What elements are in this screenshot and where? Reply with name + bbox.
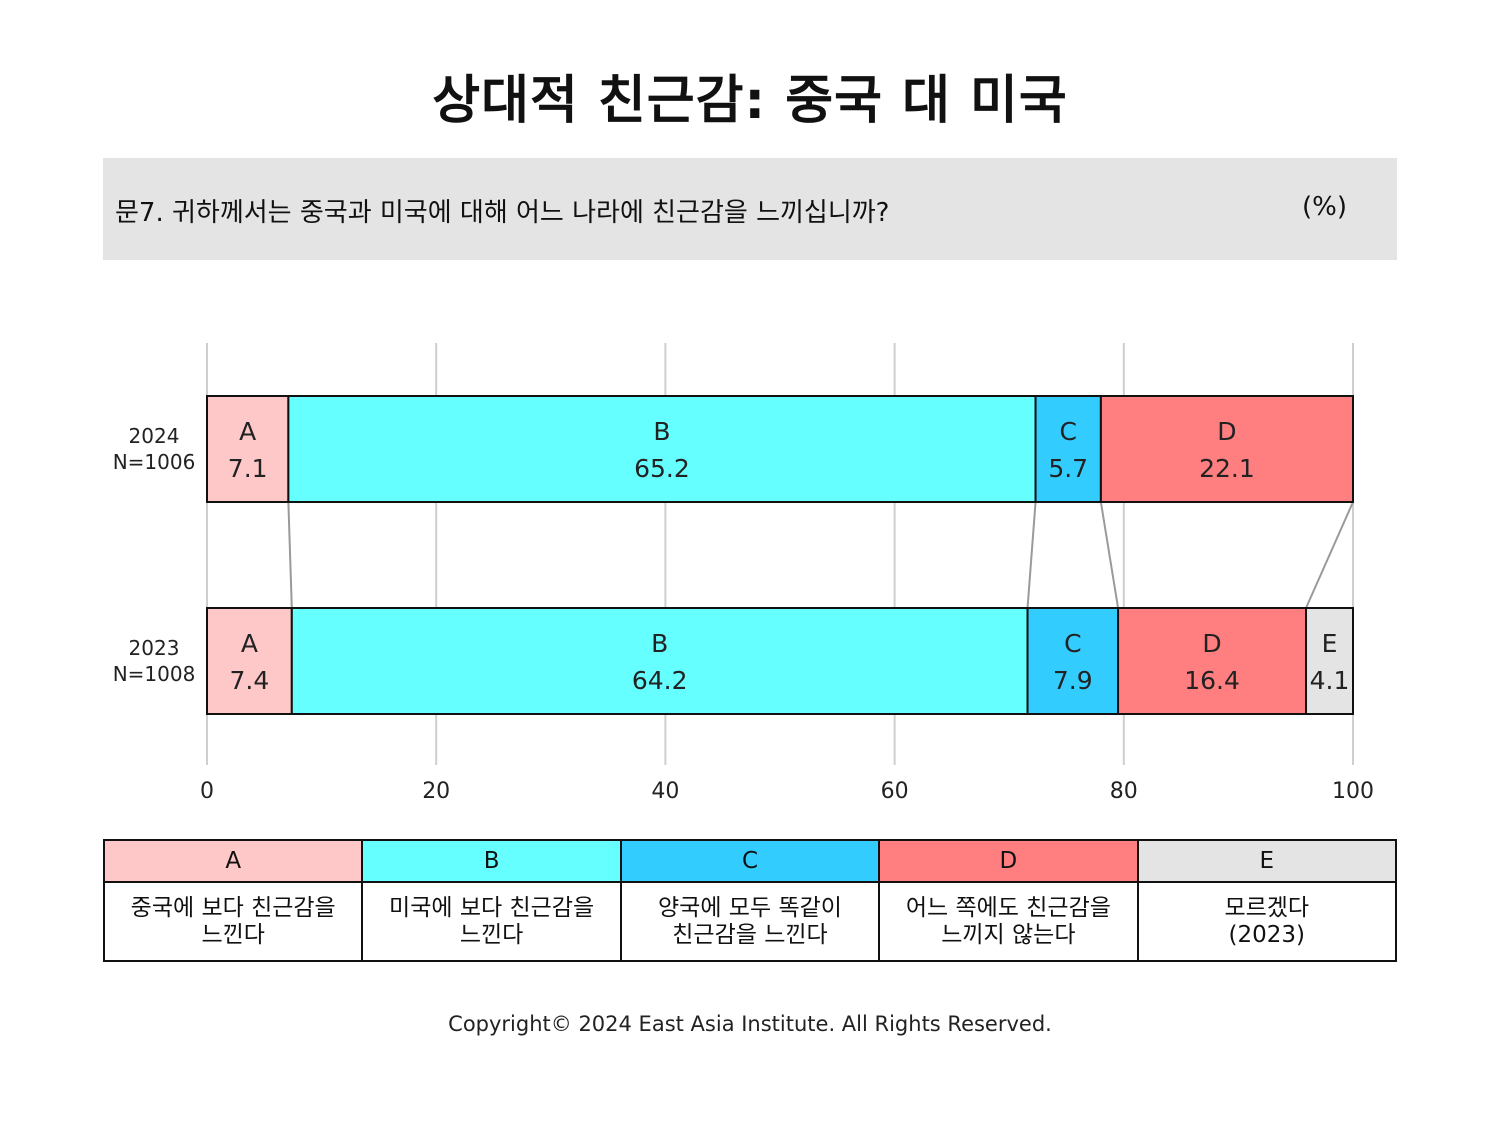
segment-key-label: D <box>1217 417 1236 446</box>
x-tick-label: 80 <box>1110 779 1138 804</box>
bar-segment-c <box>1026 607 1120 715</box>
data-label: 4.1 <box>1310 666 1350 695</box>
data-label: 5.7 <box>1048 454 1088 483</box>
page-title: 상대적 친근감: 중국 대 미국 <box>432 71 1068 131</box>
segment-key-label: C <box>1059 417 1076 446</box>
legend-key-c: C <box>619 839 881 883</box>
question-box: 문7. 귀하께서는 중국과 미국에 대해 어느 나라에 친근감을 느끼십니까? … <box>103 158 1397 260</box>
x-tick-label: 20 <box>422 779 450 804</box>
bar-segment-a <box>206 395 290 503</box>
row-year-label: 2024 <box>129 424 180 448</box>
bar-segment-d <box>1099 395 1354 503</box>
x-tick-label: 60 <box>881 779 909 804</box>
bar-segment-c <box>1034 395 1102 503</box>
unit-label: (%) <box>1302 192 1347 222</box>
data-label: 22.1 <box>1199 454 1255 483</box>
segment-key-label: A <box>239 417 256 446</box>
legend-desc-b: 미국에 보다 친근감을 느낀다 <box>361 881 622 962</box>
data-label: 7.1 <box>228 454 268 483</box>
bar-segment-d <box>1117 607 1308 715</box>
legend-key-d: D <box>878 839 1139 883</box>
bar-segment-a <box>206 607 293 715</box>
row-n-label: N=1008 <box>113 662 196 686</box>
segment-key-label: B <box>653 417 670 446</box>
row-n-label: N=1006 <box>113 450 196 474</box>
bar-segment-b <box>290 607 1029 715</box>
connector-line <box>1026 501 1037 609</box>
segment-key-label: A <box>241 629 258 658</box>
legend-table: A B C D E 중국에 보다 친근감을 느낀다 미국에 보다 친근감을 느낀다 … <box>102 839 1398 962</box>
data-label: 16.4 <box>1184 666 1240 695</box>
legend-desc-c: 양국에 모두 똑같이 친근감을 느낀다 <box>619 881 881 962</box>
segment-key-label: C <box>1064 629 1081 658</box>
legend-key-e: E <box>1136 839 1398 883</box>
x-tick-label: 40 <box>651 779 679 804</box>
connector-line <box>1305 501 1354 609</box>
stacked-bar-chart: 0 20 40 60 80 100 A 7.1 B 65.2 C 5.7 D 22.1 2024N=1006… <box>113 343 1374 804</box>
segment-key-label: B <box>651 629 668 658</box>
x-tick-label: 0 <box>200 779 214 804</box>
legend-key-b: B <box>361 839 622 883</box>
bar-segment-e <box>1305 607 1355 715</box>
x-tick-label: 100 <box>1332 779 1374 804</box>
data-label: 7.4 <box>230 666 270 695</box>
segment-key-label: D <box>1202 629 1221 658</box>
data-label: 65.2 <box>634 454 690 483</box>
copyright-text: Copyright© 2024 East Asia Institute. All… <box>448 1012 1052 1036</box>
row-year-label: 2023 <box>129 636 180 660</box>
legend-desc-e: 모르겠다 (2023) <box>1136 881 1398 962</box>
data-label: 64.2 <box>632 666 688 695</box>
legend-desc-d: 어느 쪽에도 친근감을 느끼지 않는다 <box>878 881 1139 962</box>
segment-key-label: E <box>1322 629 1338 658</box>
bar-segment-b <box>287 395 1037 503</box>
legend-desc-a: 중국에 보다 친근감을 느낀다 <box>102 881 364 962</box>
connector-line <box>1099 501 1120 609</box>
data-label: 7.9 <box>1053 666 1093 695</box>
connector-line <box>287 501 293 609</box>
question-text: 문7. 귀하께서는 중국과 미국에 대해 어느 나라에 친근감을 느끼십니까? <box>115 198 890 228</box>
legend-key-a: A <box>102 839 364 883</box>
